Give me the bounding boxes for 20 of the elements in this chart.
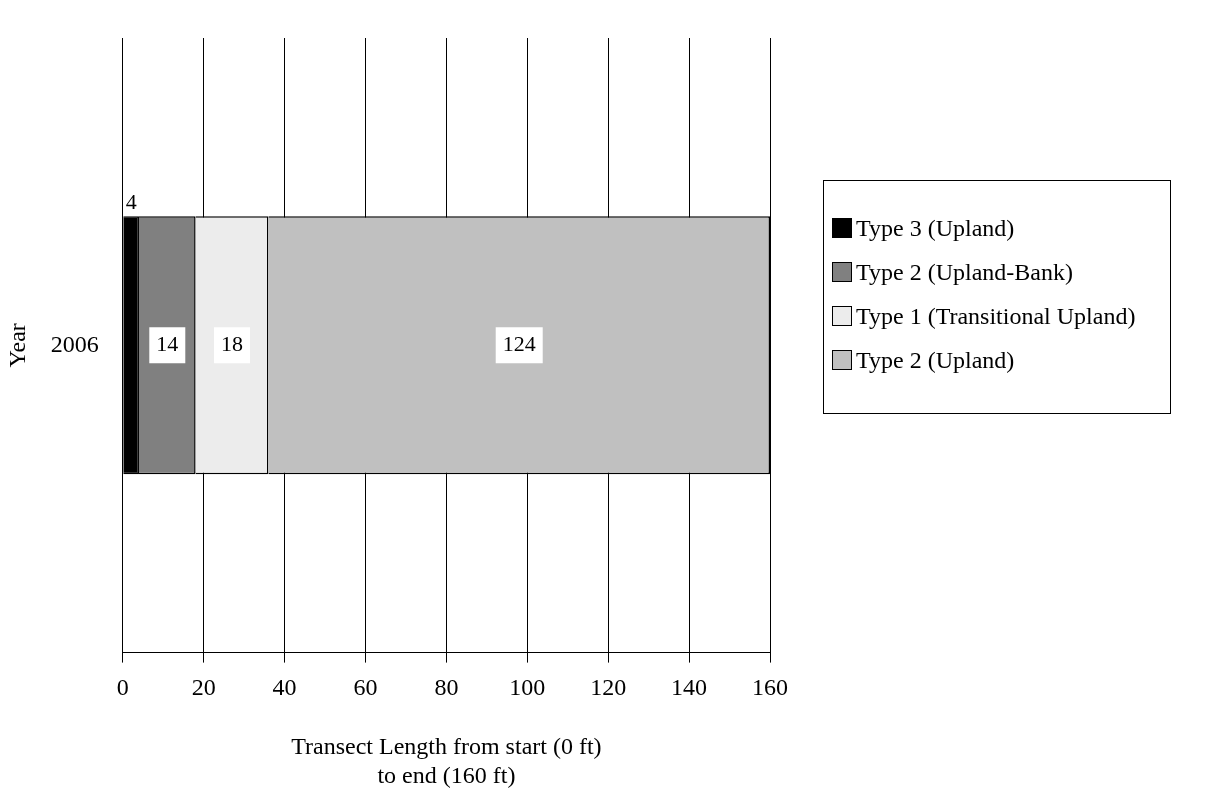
legend-label: Type 3 (Upland) <box>856 214 1015 243</box>
x-tick-label: 40 <box>272 674 297 701</box>
x-tick-label: 0 <box>116 674 129 701</box>
y-tick-label: 2006 <box>50 330 99 357</box>
data-label: 18 <box>221 331 244 357</box>
x-tick-label: 120 <box>590 674 627 701</box>
x-tick-label: 60 <box>353 674 378 701</box>
legend-label: Type 2 (Upland) <box>856 346 1015 375</box>
data-label: 4 <box>125 189 137 215</box>
x-tick-label: 160 <box>752 674 788 701</box>
legend-label: Type 2 (Upland-Bank) <box>856 258 1073 287</box>
x-tick-label: 80 <box>434 674 459 701</box>
x-tick-label: 20 <box>191 674 216 701</box>
x-tick-label: 140 <box>671 674 708 701</box>
x-tick-label: 100 <box>509 674 546 701</box>
x-axis-title: Transect Length from start (0 ft) to end (160 ft) <box>291 733 602 788</box>
legend-label: Type 1 (Transitional Upland) <box>856 302 1136 331</box>
data-label: 124 <box>502 331 536 357</box>
y-axis-title: Year <box>3 323 30 368</box>
data-label: 14 <box>156 331 179 357</box>
